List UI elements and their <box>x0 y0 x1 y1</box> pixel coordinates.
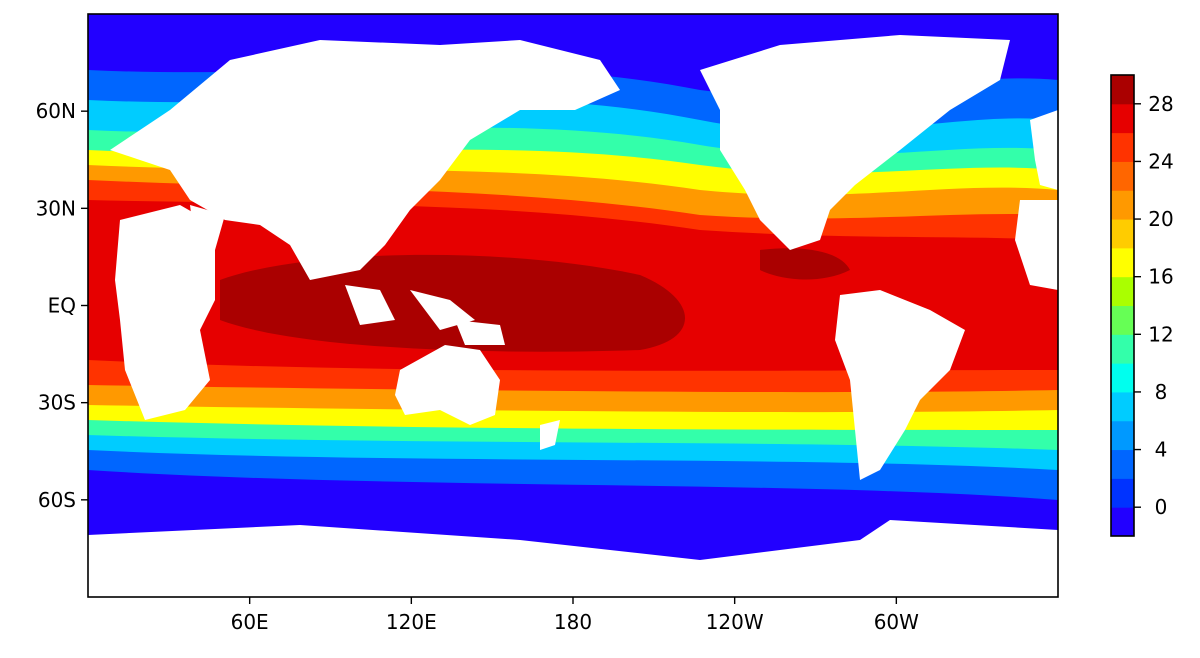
lat-tick-label: EQ <box>48 294 76 318</box>
colorbar-segment <box>1111 478 1134 508</box>
map-panel <box>88 14 1058 597</box>
europe-edge <box>1030 110 1058 190</box>
colorbar-segment <box>1111 132 1134 162</box>
lat-tick-label: 30N <box>36 196 76 220</box>
se-asia-islands <box>345 285 505 345</box>
colorbar <box>1111 75 1134 537</box>
lon-tick-label: 60E <box>231 610 269 634</box>
south-america <box>835 290 965 480</box>
lon-tick-label: 120W <box>706 610 764 634</box>
colorbar-tick-label: 28 <box>1148 92 1173 116</box>
lon-tick-label: 120E <box>386 610 437 634</box>
lat-tick-label: 30S <box>38 391 76 415</box>
colorbar-ticks: 0 4 8 12 16 20 24 28 <box>1134 92 1174 519</box>
lon-tick-label: 180 <box>554 610 592 634</box>
latitude-axis: 60N 30N EQ 30S 60S <box>36 99 88 512</box>
lat-tick-label: 60S <box>38 488 76 512</box>
colorbar-segment <box>1111 363 1134 393</box>
colorbar-segment <box>1111 103 1134 134</box>
colorbar-segment <box>1111 247 1134 278</box>
eurasia <box>110 40 620 280</box>
africa-edge <box>1015 200 1058 290</box>
colorbar-tick-label: 12 <box>1148 322 1173 346</box>
lon-tick-label: 60W <box>874 610 919 634</box>
colorbar-segment <box>1111 391 1134 422</box>
colorbar-segment <box>1111 219 1134 249</box>
colorbar-segment <box>1111 305 1134 335</box>
colorbar-segment <box>1111 507 1134 537</box>
colorbar-tick-label: 0 <box>1155 495 1168 519</box>
colorbar-segment <box>1111 449 1134 479</box>
colorbar-tick-label: 8 <box>1155 380 1168 404</box>
colorbar-tick-label: 20 <box>1148 207 1173 231</box>
colorbar-frame <box>1110 74 1135 537</box>
land-masses <box>88 35 1058 597</box>
colorbar-tick-label: 24 <box>1148 149 1173 173</box>
colorbar-segment <box>1111 420 1134 451</box>
colorbar-segment <box>1111 276 1134 306</box>
antarctica <box>88 520 1058 597</box>
lat-tick-label: 60N <box>36 99 76 123</box>
colorbar-segment <box>1111 75 1134 105</box>
new-zealand <box>540 420 560 450</box>
colorbar-segment <box>1111 334 1134 364</box>
africa <box>115 205 215 420</box>
longitude-axis: 60E 120E 180 120W 60W <box>231 597 919 634</box>
arabia <box>190 205 225 250</box>
colorbar-tick-label: 4 <box>1155 438 1168 462</box>
colorbar-segment <box>1111 190 1134 220</box>
colorbar-tick-label: 16 <box>1148 265 1173 289</box>
colorbar-segment <box>1111 161 1134 191</box>
greenland <box>900 40 1000 105</box>
australia <box>395 345 500 425</box>
